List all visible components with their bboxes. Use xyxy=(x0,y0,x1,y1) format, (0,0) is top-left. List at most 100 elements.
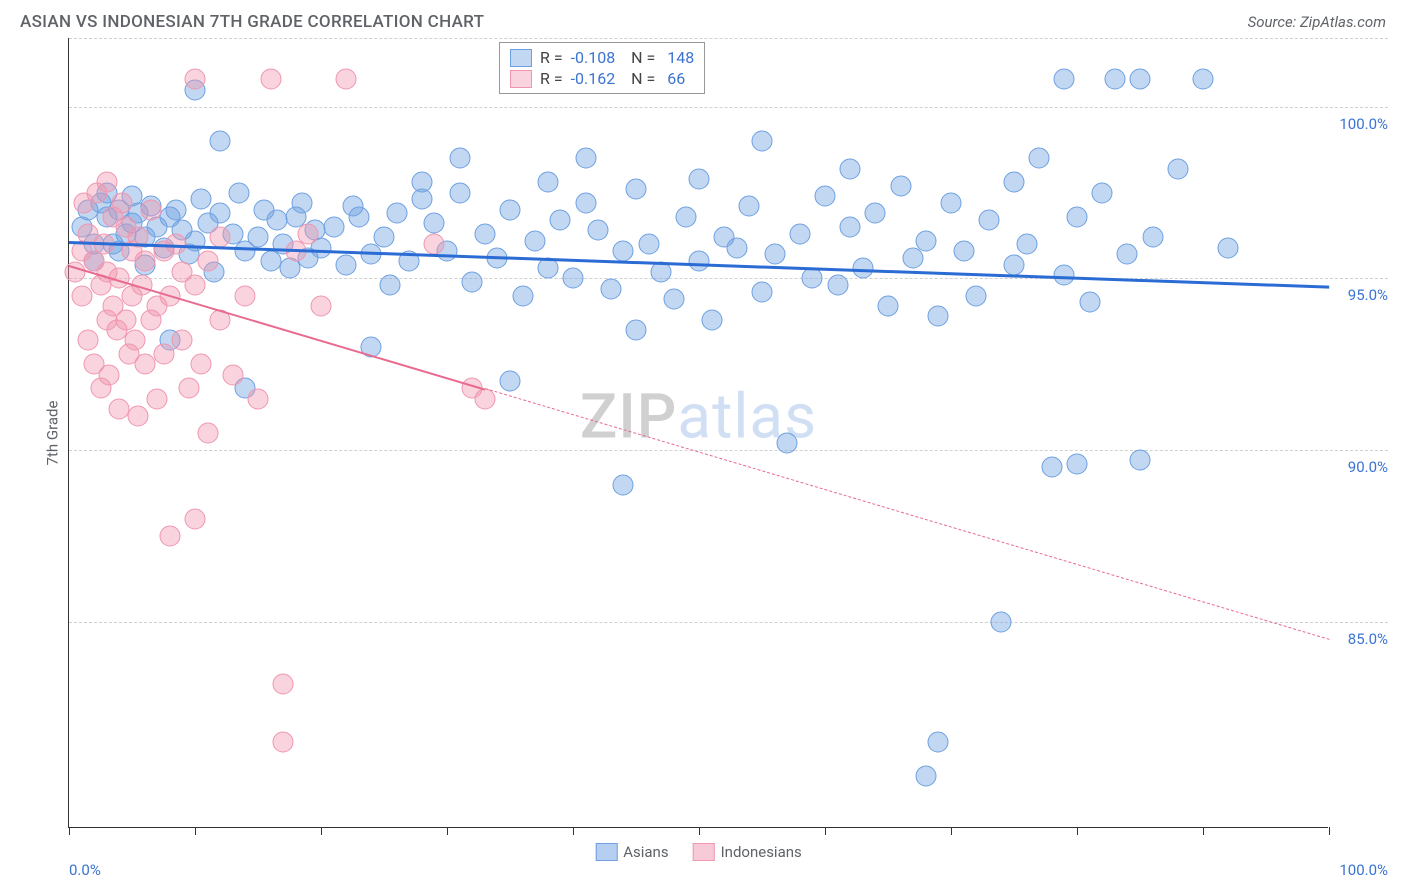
data-point xyxy=(411,172,432,193)
x-tick xyxy=(1329,827,1330,835)
r-value: -0.162 xyxy=(571,69,616,88)
x-tick xyxy=(447,827,448,835)
data-point xyxy=(752,282,773,303)
trend-line xyxy=(69,241,1329,289)
data-point xyxy=(600,278,621,299)
data-point xyxy=(613,474,634,495)
data-point xyxy=(185,508,206,529)
y-tick-label: 85.0% xyxy=(1348,630,1388,648)
x-tick xyxy=(321,827,322,835)
data-point xyxy=(978,210,999,231)
data-point xyxy=(159,526,180,547)
data-point xyxy=(449,148,470,169)
data-point xyxy=(1029,148,1050,169)
data-point xyxy=(689,251,710,272)
data-point xyxy=(500,199,521,220)
data-point xyxy=(153,344,174,365)
x-tick xyxy=(1077,827,1078,835)
data-point xyxy=(1117,244,1138,265)
legend-label: Indonesians xyxy=(721,843,802,861)
x-tick xyxy=(69,827,70,835)
data-point xyxy=(323,216,344,237)
data-point xyxy=(525,230,546,251)
data-point xyxy=(77,330,98,351)
x-max-label: 100.0% xyxy=(1339,861,1388,879)
data-point xyxy=(109,398,130,419)
data-point xyxy=(197,423,218,444)
data-point xyxy=(115,309,136,330)
y-tick-label: 100.0% xyxy=(1339,115,1388,133)
data-point xyxy=(928,306,949,327)
data-point xyxy=(1130,69,1151,90)
gridline xyxy=(69,278,1388,279)
data-point xyxy=(273,732,294,753)
data-point xyxy=(134,251,155,272)
data-point xyxy=(966,285,987,306)
data-point xyxy=(537,172,558,193)
data-point xyxy=(878,295,899,316)
data-point xyxy=(1142,227,1163,248)
data-point xyxy=(802,268,823,289)
data-point xyxy=(991,611,1012,632)
r-label: R = xyxy=(540,48,563,67)
data-point xyxy=(99,364,120,385)
data-point xyxy=(701,309,722,330)
data-point xyxy=(292,192,313,213)
data-point xyxy=(1067,453,1088,474)
gridline xyxy=(69,107,1388,108)
data-point xyxy=(500,371,521,392)
data-point xyxy=(65,261,86,282)
data-point xyxy=(865,203,886,224)
data-point xyxy=(1067,206,1088,227)
data-point xyxy=(1092,182,1113,203)
data-point xyxy=(210,227,231,248)
data-point xyxy=(1054,69,1075,90)
stats-legend-row: R =-0.108 N = 148 xyxy=(510,47,694,68)
series-legend: AsiansIndonesians xyxy=(595,843,802,861)
data-point xyxy=(71,285,92,306)
data-point xyxy=(185,69,206,90)
data-point xyxy=(235,285,256,306)
data-point xyxy=(815,186,836,207)
data-point xyxy=(336,254,357,275)
y-axis-label: 7th Grade xyxy=(43,401,61,466)
data-point xyxy=(1218,237,1239,258)
x-tick xyxy=(195,827,196,835)
data-point xyxy=(890,175,911,196)
data-point xyxy=(915,766,936,787)
data-point xyxy=(953,240,974,261)
data-point xyxy=(1054,265,1075,286)
data-point xyxy=(140,199,161,220)
n-label: N = xyxy=(623,69,655,88)
n-label: N = xyxy=(623,48,655,67)
data-point xyxy=(424,213,445,234)
data-point xyxy=(550,210,571,231)
x-tick xyxy=(1203,827,1204,835)
data-point xyxy=(248,388,269,409)
data-point xyxy=(298,223,319,244)
gridline xyxy=(69,450,1388,451)
data-point xyxy=(1079,292,1100,313)
data-point xyxy=(273,673,294,694)
data-point xyxy=(689,168,710,189)
n-value: 66 xyxy=(663,69,685,88)
data-point xyxy=(1167,158,1188,179)
data-point xyxy=(229,182,250,203)
data-point xyxy=(613,240,634,261)
data-point xyxy=(676,206,697,227)
data-point xyxy=(726,237,747,258)
data-point xyxy=(1016,234,1037,255)
data-point xyxy=(840,216,861,237)
data-point xyxy=(386,203,407,224)
y-tick-label: 90.0% xyxy=(1348,458,1388,476)
data-point xyxy=(638,234,659,255)
data-point xyxy=(739,196,760,217)
data-point xyxy=(512,285,533,306)
data-point xyxy=(134,354,155,375)
data-point xyxy=(903,247,924,268)
data-point xyxy=(147,388,168,409)
data-point xyxy=(575,192,596,213)
data-point xyxy=(348,206,369,227)
legend-swatch xyxy=(510,70,532,88)
data-point xyxy=(827,275,848,296)
